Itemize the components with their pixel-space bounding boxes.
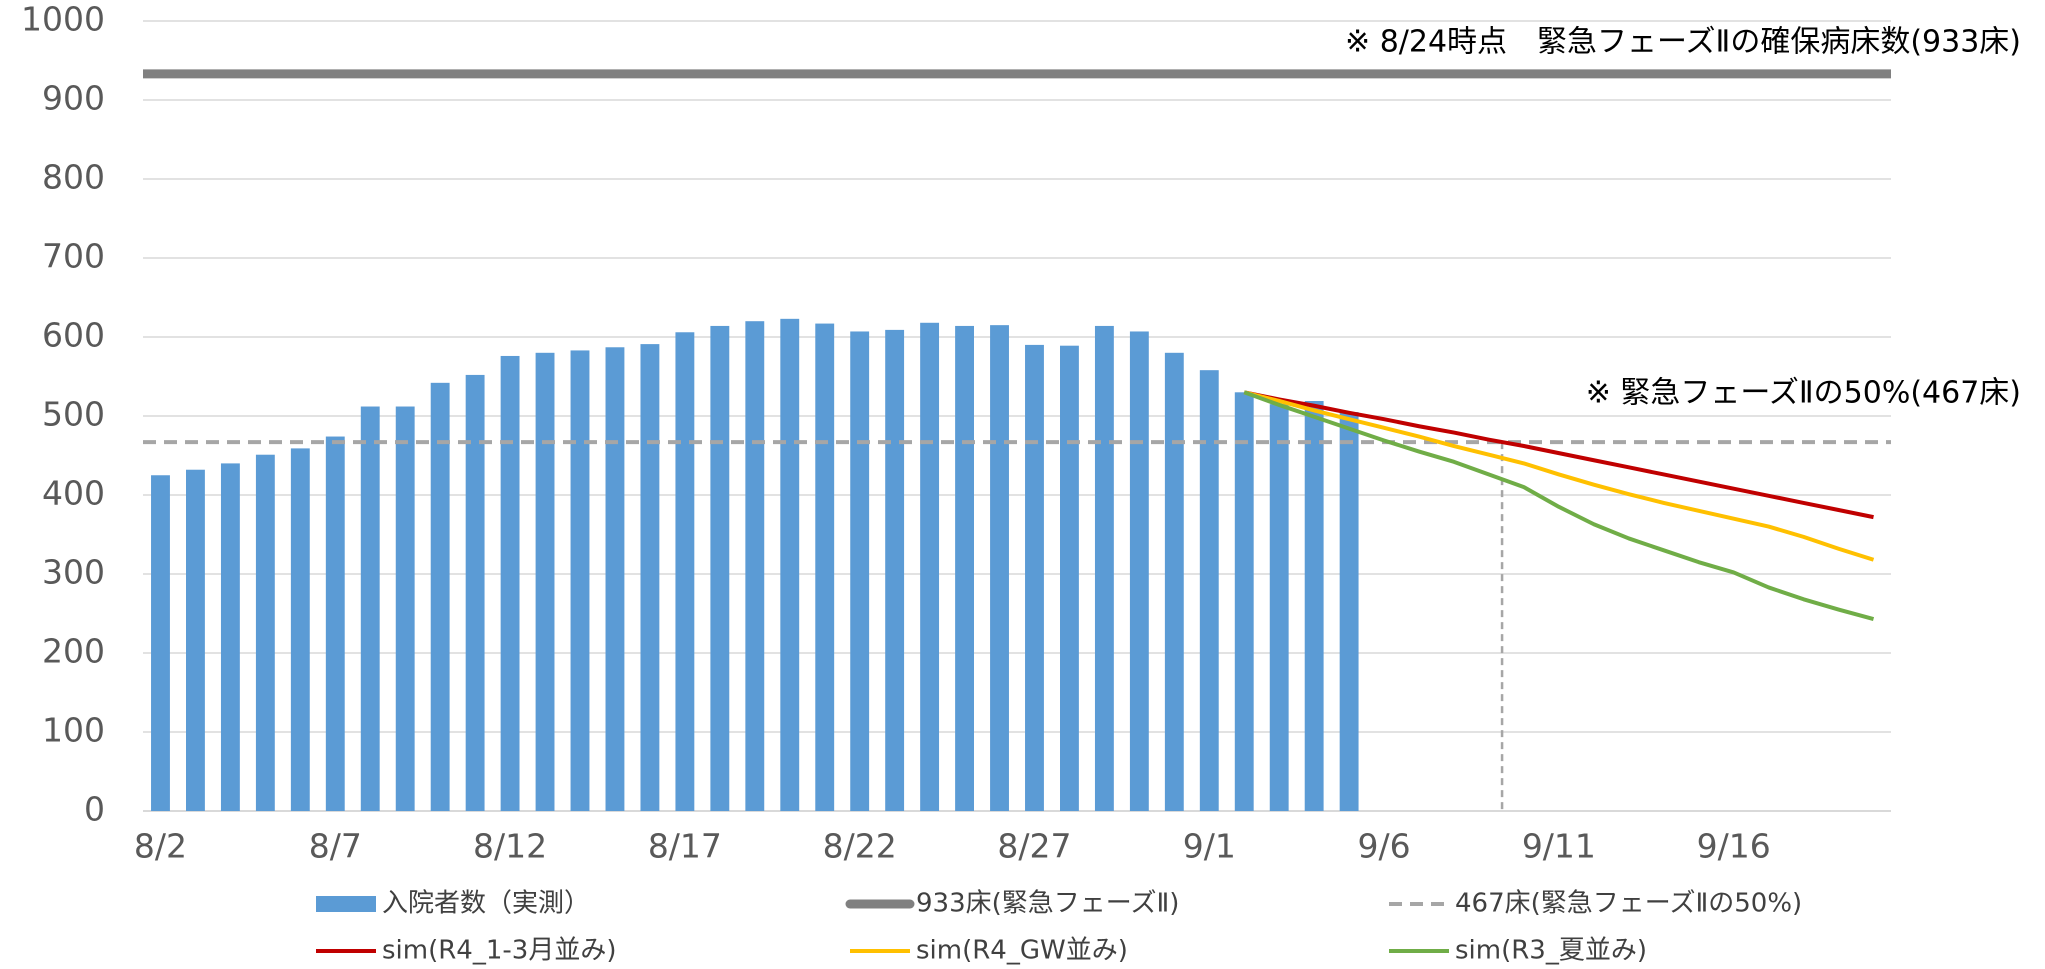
legend-label: 入院者数（実測）	[382, 889, 590, 919]
bar	[360, 406, 380, 811]
x-tick-label: 9/6	[1358, 827, 1411, 866]
bar	[745, 321, 765, 811]
legend-label: 933床(緊急フェーズⅡ)	[916, 889, 1179, 919]
bar	[430, 382, 450, 811]
x-tick-label: 8/7	[309, 827, 362, 866]
bar	[1304, 400, 1324, 811]
bar	[605, 347, 625, 811]
bar	[1199, 370, 1219, 811]
bar	[990, 325, 1009, 811]
bar	[1094, 325, 1114, 811]
bar	[535, 352, 555, 811]
y-tick-label: 400	[42, 474, 105, 513]
legend-label: sim(R4_GW並み)	[916, 936, 1128, 966]
y-tick-label: 800	[42, 158, 105, 197]
bar	[850, 331, 870, 811]
bar	[885, 329, 905, 811]
y-tick-label: 700	[42, 237, 105, 276]
x-tick-label: 8/2	[134, 827, 187, 866]
y-tick-label: 100	[42, 711, 105, 750]
bar	[186, 469, 205, 811]
x-tick-label: 9/1	[1183, 827, 1236, 866]
x-tick-label: 9/11	[1522, 827, 1596, 866]
bar	[1025, 344, 1044, 811]
legend-swatch	[316, 896, 376, 912]
y-tick-label: 300	[42, 553, 105, 592]
bar	[920, 322, 940, 811]
bar	[1234, 392, 1254, 811]
line-series	[1243, 390, 1874, 520]
bar	[570, 350, 590, 811]
bar	[780, 318, 800, 811]
annotation: ※ 8/24時点 緊急フェーズⅡの確保病床数(933床)	[1345, 25, 2021, 60]
legend-label: 467床(緊急フェーズⅡの50%)	[1455, 889, 1802, 919]
bar	[500, 355, 520, 811]
bar	[290, 448, 310, 811]
line-series	[1243, 390, 1875, 562]
y-tick-label: 600	[42, 316, 105, 355]
bar	[1164, 352, 1184, 811]
bar	[1339, 412, 1359, 811]
x-tick-label: 8/12	[473, 827, 547, 866]
bar	[220, 463, 240, 811]
annotation: ※ 緊急フェーズⅡの50%(467床)	[1586, 376, 2021, 411]
bar	[675, 332, 695, 811]
bar	[1129, 331, 1149, 811]
bar	[151, 475, 170, 811]
x-tick-label: 8/27	[997, 827, 1071, 866]
x-tick-label: 9/16	[1697, 827, 1771, 866]
bar	[1269, 404, 1289, 811]
bar	[395, 406, 415, 811]
bar	[640, 344, 660, 811]
y-tick-label: 500	[42, 395, 105, 434]
y-tick-label: 0	[84, 790, 105, 829]
bar	[325, 436, 345, 811]
line-series	[1243, 390, 1875, 621]
legend-label: sim(R3_夏並み)	[1455, 936, 1647, 966]
bar	[1060, 345, 1079, 811]
bar	[465, 374, 485, 811]
y-tick-label: 1000	[21, 0, 105, 39]
x-tick-label: 8/22	[823, 827, 897, 866]
y-tick-label: 900	[42, 79, 105, 118]
bar	[255, 454, 275, 811]
bar	[815, 323, 835, 811]
legend-label: sim(R4_1-3月並み)	[382, 936, 616, 966]
bar	[955, 325, 974, 811]
y-tick-label: 200	[42, 632, 105, 671]
x-tick-label: 8/17	[648, 827, 722, 866]
bar	[710, 325, 730, 811]
